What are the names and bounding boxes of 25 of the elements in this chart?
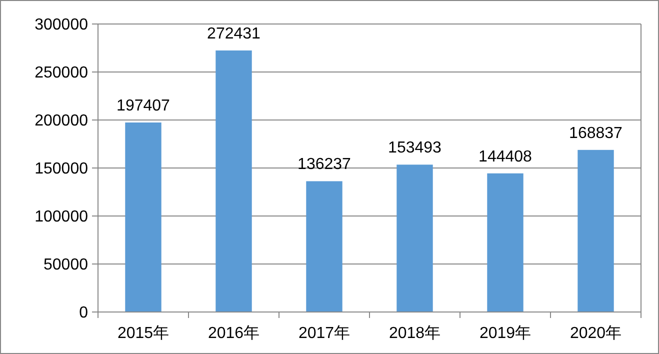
bar [487, 173, 524, 312]
x-tick-label: 2016年 [208, 325, 260, 342]
data-label: 136237 [298, 156, 352, 174]
x-tick-label: 2019年 [479, 325, 532, 342]
y-tick-label: 300000 [34, 16, 88, 34]
x-tick-label: 2015年 [117, 325, 170, 342]
y-tick-label: 0 [79, 304, 88, 322]
y-tick-label: 50000 [44, 256, 88, 274]
y-tick-label: 200000 [34, 112, 88, 130]
y-tick-label: 100000 [34, 208, 88, 226]
data-label: 144408 [478, 148, 532, 166]
x-tick-label: 2017年 [298, 325, 350, 342]
bar [578, 150, 614, 312]
data-label: 197407 [116, 97, 170, 114]
data-label: 272431 [207, 25, 261, 42]
x-tick-label: 2018年 [388, 325, 441, 342]
data-label: 153493 [388, 140, 442, 157]
data-label: 168837 [569, 124, 623, 142]
x-tick-label: 2020年 [570, 325, 622, 342]
y-tick-label: 150000 [34, 160, 88, 178]
bar [396, 164, 433, 312]
bar [125, 122, 162, 312]
y-tick-label: 250000 [34, 64, 88, 82]
bar [216, 50, 252, 312]
bar [306, 181, 342, 312]
